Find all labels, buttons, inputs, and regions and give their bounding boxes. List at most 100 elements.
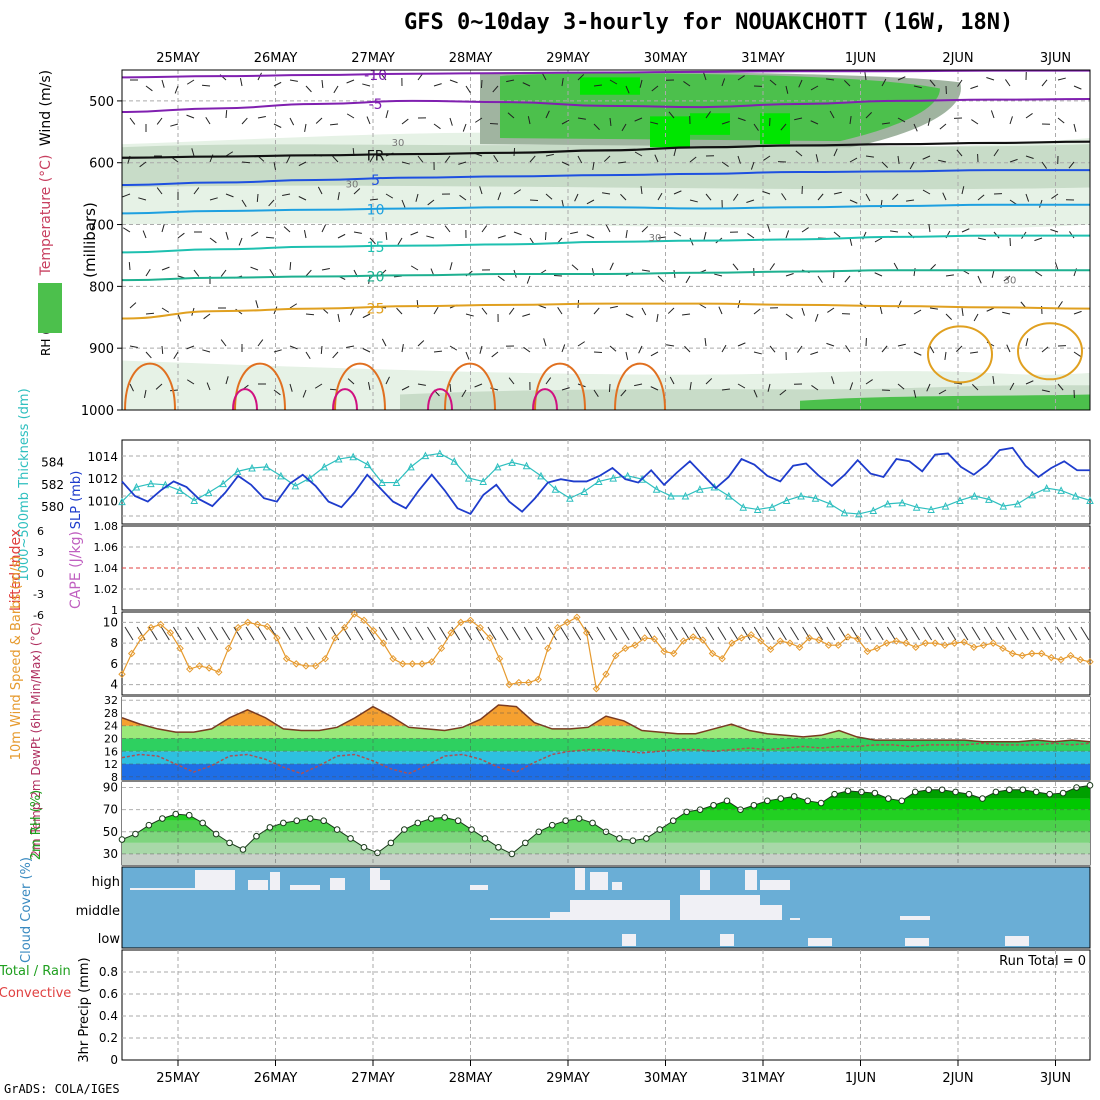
wind-barb [650,386,659,391]
wind-barb [479,186,483,195]
wind10-marker [1047,653,1055,662]
wind10-barb [1056,626,1066,641]
wind10-barb [681,626,691,641]
wind-barb [767,383,771,392]
wind-barb [541,72,547,81]
wind-barb [1003,275,1011,282]
wind-barb [689,382,692,391]
wind-barb [362,83,371,87]
wind10-marker [321,654,329,663]
wind-barb [1025,380,1034,385]
thickness-marker [869,506,878,515]
wind10-barb [1007,626,1017,641]
wind-barb [368,275,371,284]
wind-barb [767,224,771,233]
cloud-bar-middle [570,900,670,920]
thickness-marker [1071,491,1080,500]
wind-barb [929,307,938,310]
warm-cell-1 [1017,322,1083,381]
hot-contour-3 [532,388,558,411]
wind-barb [785,230,790,239]
wind10-marker [660,647,668,656]
wind10-marker [399,660,407,668]
wind-barb [522,82,531,87]
wind-barb [641,269,650,272]
rh-marker [925,786,932,794]
wind10-barb [124,626,134,641]
wind-barb [369,154,375,163]
wind10-barb [850,626,860,641]
rh-marker [347,835,354,842]
wind-barb [922,155,931,160]
wind-barb [161,307,170,313]
wind10-marker [1076,656,1085,664]
wind-barb [415,193,419,202]
wind10-barb [1019,626,1029,641]
wind-barb [337,233,346,239]
wind-barb [928,224,931,233]
precip-ytick-label-1: 0.2 [99,1031,118,1045]
wind-barb [209,197,218,201]
rh-marker [481,835,489,842]
wind10-marker [379,639,388,647]
wind-barb [174,85,179,94]
wind-barb [201,84,211,87]
wind-barb [239,78,243,87]
wind-barb [282,193,291,197]
rh-marker [468,826,475,833]
wind-barb [929,263,937,271]
wind-barb [526,275,531,284]
rh-marker [669,817,677,825]
wind-barb [1073,351,1081,357]
thickness-panel-frame [121,439,1091,525]
wind10-barb [414,626,424,641]
wind-barb [763,155,771,161]
wind-barb [673,231,682,237]
precip-ytick-label-0: 0 [110,1053,118,1067]
wind10-barb [160,626,170,641]
hot-contour-1 [332,388,358,411]
wind-barb [462,123,467,132]
wind-barb [273,161,277,170]
wind-barb [801,227,809,233]
wind-barb [795,150,803,157]
slp-axis-label: SLP (mb) [69,471,84,530]
warm-cell-0 [927,325,993,384]
wind-barb [449,79,458,84]
wind-barb [427,199,435,206]
wind10-barb [439,626,449,641]
wind-barb [1041,79,1048,87]
wind-barb [283,226,291,233]
wind10-marker [795,643,804,651]
cape-ytick-label-1: 1.02 [94,583,119,596]
wind-barb [347,378,355,385]
wind-barb [489,122,499,125]
wind-barb [753,308,761,315]
wind-barb [493,155,499,163]
wind-barb [241,161,251,164]
temp-line [121,704,1091,743]
rh-marker [979,795,986,802]
temp-ytick-label-8: 8 [111,771,118,784]
rh-marker [992,788,1000,796]
wind-barb [913,309,922,315]
wind-barb [161,266,170,271]
wind-barb [849,382,854,391]
wind10-barb [257,626,267,641]
wind-barb [385,110,389,119]
wind-barb [385,231,388,241]
temperature-contour-label-25: 25 [367,302,385,318]
wind10-marker [611,651,620,660]
cloud-layer-label-middle: middle [76,904,120,919]
wind-barb [491,351,499,358]
wind-barb [250,231,259,237]
cloud-bar-middle [900,916,930,920]
wind-barb [1050,229,1059,233]
wind-barb [970,85,979,90]
thickness-marker [1013,499,1022,508]
wind-barb [971,383,979,391]
wind-barb [625,351,629,360]
precip-panel-frame [121,949,1091,1061]
wind-barb [657,236,667,239]
date-label-bottom-27MAY: 27MAY [351,1071,395,1086]
